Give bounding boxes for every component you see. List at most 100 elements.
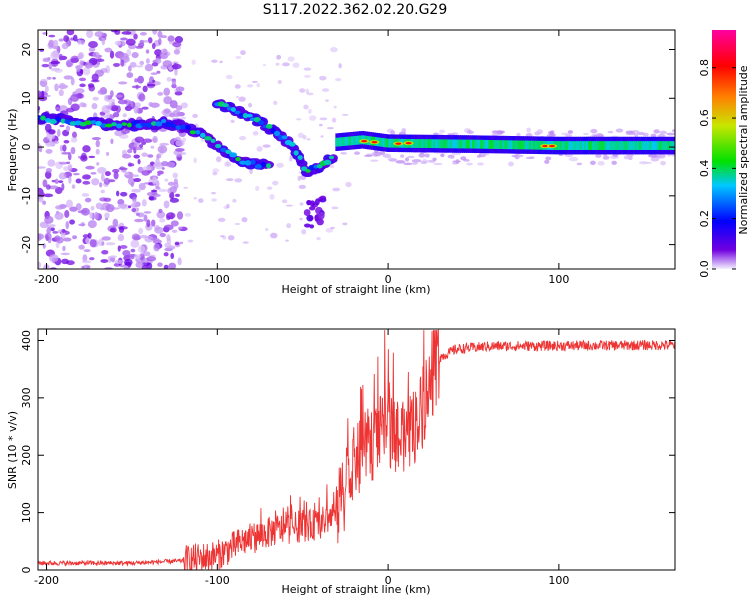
noise-blob xyxy=(117,203,128,209)
noise-blob xyxy=(564,153,573,158)
noise-blob xyxy=(433,162,443,166)
carrier-core xyxy=(388,138,392,148)
noise-blob xyxy=(85,165,95,170)
carrier-core xyxy=(530,140,535,150)
noise-blob xyxy=(52,50,59,58)
upper-branch-core xyxy=(204,136,212,141)
noise-blob xyxy=(43,193,54,198)
noise-blob xyxy=(113,112,120,118)
noise-blob xyxy=(303,67,312,71)
noise-blob xyxy=(420,160,428,165)
colorbar: 0.0 0.2 0.4 0.6 0.8 Normalized spectral ampl… xyxy=(698,30,750,278)
noise-blob xyxy=(331,206,339,210)
noise-blob xyxy=(91,178,100,186)
snr-y-tick-label: 0 xyxy=(20,567,33,574)
noise-blob xyxy=(227,235,235,241)
noise-blob xyxy=(75,88,85,94)
noise-blob xyxy=(439,129,446,134)
heatmap-x-tick-label: -100 xyxy=(205,273,230,286)
noise-blob xyxy=(45,184,51,190)
noise-blob xyxy=(107,255,112,264)
carrier-core xyxy=(459,139,463,149)
noise-blob xyxy=(299,88,306,93)
noise-blob xyxy=(134,147,144,151)
upper-branch-core xyxy=(229,152,238,158)
carrier-core xyxy=(655,141,659,150)
noise-blob xyxy=(66,30,75,36)
carrier-core xyxy=(486,139,490,149)
noise-blob xyxy=(146,219,151,228)
lower-branch-core xyxy=(281,135,288,140)
noise-blob xyxy=(403,162,413,166)
noise-blob xyxy=(145,58,150,64)
noise-blob xyxy=(264,228,269,231)
heatmap-y-tick-label: -10 xyxy=(20,187,33,205)
noise-blob xyxy=(292,62,300,69)
noise-blob xyxy=(99,182,103,188)
noise-blob xyxy=(306,92,314,96)
noise-blob xyxy=(492,130,502,134)
carrier-core xyxy=(337,137,341,147)
noise-blob xyxy=(275,62,280,66)
noise-blob xyxy=(131,174,140,178)
lower-branch-core xyxy=(234,110,241,115)
upper-branch-core xyxy=(170,123,177,128)
noise-blob xyxy=(238,96,246,102)
noise-blob xyxy=(516,132,521,138)
carrier-core xyxy=(528,140,533,150)
noise-blob xyxy=(660,160,666,166)
noise-blob xyxy=(63,237,72,242)
noise-blob xyxy=(476,154,482,158)
noise-blob xyxy=(262,144,271,148)
carrier-core xyxy=(671,141,675,150)
noise-blob xyxy=(115,190,120,197)
noise-blob xyxy=(163,252,169,257)
upper-branch-core xyxy=(244,160,252,166)
carrier-core xyxy=(425,139,429,148)
noise-blob xyxy=(73,172,80,176)
noise-blob xyxy=(101,37,106,46)
noise-blob xyxy=(546,133,556,138)
noise-blob xyxy=(119,245,128,249)
noise-blob xyxy=(175,147,185,152)
noise-blob xyxy=(262,64,266,67)
noise-blob xyxy=(424,153,430,158)
carrier-core xyxy=(514,140,518,150)
lower-branch-core xyxy=(246,113,253,118)
heatmap-y-tick-label: 0 xyxy=(20,144,33,151)
carrier-core xyxy=(510,140,514,150)
noise-blob xyxy=(634,133,639,138)
noise-blob xyxy=(106,105,112,110)
noise-blob xyxy=(142,138,153,143)
noise-blob xyxy=(642,132,649,137)
carrier-core xyxy=(419,139,423,148)
noise-blob xyxy=(68,175,72,184)
colorbar-ticks: 0.0 0.2 0.4 0.6 0.8 xyxy=(698,59,736,278)
noise-blob xyxy=(43,94,51,98)
carrier-core xyxy=(659,141,663,150)
noise-blob xyxy=(162,60,173,68)
carrier-core xyxy=(482,139,486,149)
noise-blob xyxy=(319,117,328,121)
chart-title: S117.2022.362.02.20.G29 xyxy=(263,2,448,18)
snr-x-axis-label: Height of straight line (km) xyxy=(281,583,430,596)
carrier-core xyxy=(577,141,581,150)
upper-branch-core xyxy=(121,122,127,126)
noise-blob xyxy=(192,113,198,119)
noise-blob xyxy=(177,226,183,230)
upper-branch-core xyxy=(220,147,227,152)
carrier-core xyxy=(441,139,445,149)
upper-branch-core xyxy=(49,118,57,125)
noise-blob xyxy=(174,36,184,44)
noise-blob xyxy=(142,85,148,93)
noise-blob xyxy=(87,220,97,229)
noise-blob xyxy=(124,171,130,176)
carrier-core xyxy=(557,141,561,150)
carrier-core xyxy=(474,139,478,149)
noise-blob xyxy=(219,60,223,64)
carrier-core xyxy=(663,141,667,150)
noise-blob xyxy=(235,95,240,99)
carrier-core xyxy=(612,141,616,150)
noise-blob xyxy=(256,145,263,152)
